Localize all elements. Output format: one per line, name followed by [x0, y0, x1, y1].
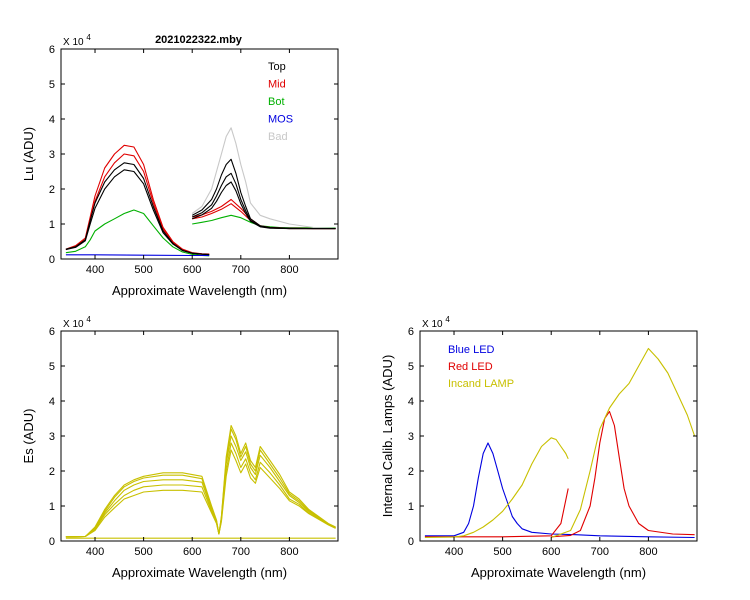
y-tick-label: 5	[49, 361, 55, 373]
y-exponent-power: 4	[86, 33, 91, 42]
y-tick-label: 1	[49, 219, 55, 231]
y-tick-label: 0	[49, 254, 55, 266]
x-axis-label: Approximate Wavelength (nm)	[112, 283, 287, 298]
legend-entry: Mid	[268, 79, 286, 91]
y-tick-label: 2	[408, 466, 414, 478]
y-exponent-base: X 10	[63, 319, 86, 330]
y-tick-label: 0	[408, 536, 414, 548]
y-exponent-label: X 10 4	[63, 33, 91, 48]
legend-entry: Red LED	[448, 361, 493, 373]
series-line-es	[65, 435, 336, 538]
chart-title: 2021022322.mby	[155, 34, 243, 46]
legend: Top Mid Bot MOS Bad	[268, 61, 293, 143]
y-tick-label: 6	[49, 44, 55, 56]
x-axis-label: Approximate Wavelength (nm)	[112, 565, 287, 580]
x-tick-label: 400	[86, 264, 104, 276]
x-tick-label: 400	[445, 546, 463, 558]
legend-entry: Top	[268, 61, 286, 73]
x-tick-label: 700	[232, 546, 250, 558]
x-tick-label: 500	[134, 264, 152, 276]
series-line-incand-lamp	[551, 347, 696, 539]
series-line-bad	[191, 127, 336, 229]
series-line-es	[65, 449, 336, 538]
y-tick-label: 5	[49, 79, 55, 91]
y-tick-label: 4	[408, 396, 414, 408]
y-tick-label: 6	[408, 326, 414, 338]
x-tick-label: 800	[280, 546, 298, 558]
chart-cal: 400 500 600 700 800 0 1 2 3 4 5 6 X 10 4 Approximate …	[380, 315, 698, 580]
y-exponent-base: X 10	[63, 37, 86, 48]
y-tick-label: 4	[49, 396, 55, 408]
y-exponent-label: X 10 4	[422, 315, 450, 330]
x-tick-label: 700	[232, 264, 250, 276]
x-tick-label: 800	[280, 264, 298, 276]
y-axis-label: Es (ADU)	[21, 409, 36, 464]
series-line-es	[65, 428, 336, 538]
x-tick-label: 700	[591, 546, 609, 558]
legend-entry: Bot	[268, 96, 285, 108]
x-tick-label: 800	[639, 546, 657, 558]
series-group	[65, 424, 336, 539]
legend-entry: Blue LED	[448, 344, 495, 356]
legend: Blue LED Red LED Incand LAMP	[448, 344, 514, 390]
x-tick-label: 600	[542, 546, 560, 558]
y-exponent-power: 4	[86, 315, 91, 324]
x-tick-label: 600	[183, 264, 201, 276]
y-tick-label: 3	[49, 431, 55, 443]
chart-lu: 400 500 600 700 800 0 1 2 3 4 5 6 X 10 4 Approximate …	[21, 33, 339, 298]
series-line-incand-lamp	[424, 437, 569, 539]
y-axis-label: Internal Calib. Lamps (ADU)	[380, 355, 395, 518]
y-tick-label: 2	[49, 184, 55, 196]
y-axis-label: Lu (ADU)	[21, 127, 36, 181]
series-line-top	[65, 169, 210, 256]
y-exponent-power: 4	[445, 315, 450, 324]
series-line-bot	[65, 209, 210, 257]
y-tick-label: 1	[408, 501, 414, 513]
chart-es: 400 500 600 700 800 0 1 2 3 4 5 6 X 10 4 Approximate …	[21, 315, 339, 580]
x-axis-label: Approximate Wavelength (nm)	[471, 565, 646, 580]
y-tick-label: 3	[408, 431, 414, 443]
x-tick-label: 500	[493, 546, 511, 558]
y-tick-label: 3	[49, 149, 55, 161]
series-line-red-led	[551, 410, 695, 538]
series-line-es	[65, 442, 336, 538]
y-exponent-label: X 10 4	[63, 315, 91, 330]
y-tick-label: 4	[49, 114, 55, 126]
series-line-top	[191, 181, 336, 230]
legend-entry: MOS	[268, 114, 293, 126]
y-tick-label: 6	[49, 326, 55, 338]
x-tick-label: 400	[86, 546, 104, 558]
y-exponent-base: X 10	[422, 319, 445, 330]
legend-entry: Bad	[268, 131, 288, 143]
y-tick-label: 0	[49, 536, 55, 548]
y-tick-label: 5	[408, 361, 414, 373]
x-tick-label: 600	[183, 546, 201, 558]
y-tick-label: 1	[49, 501, 55, 513]
y-tick-label: 2	[49, 466, 55, 478]
series-group	[424, 347, 696, 539]
x-tick-label: 500	[134, 546, 152, 558]
legend-entry: Incand LAMP	[448, 378, 514, 390]
series-line-blue-led	[424, 442, 695, 539]
